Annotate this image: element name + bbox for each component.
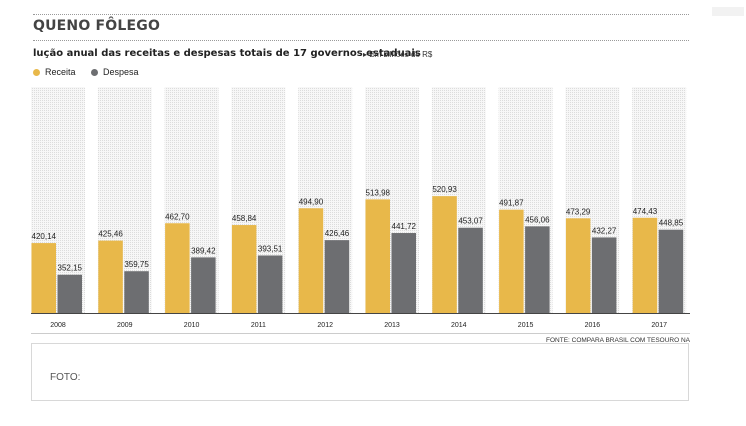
data-label-despesa-2014: 453,07 (458, 217, 483, 226)
bar-despesa-2008 (57, 274, 82, 313)
bar-despesa-2013 (391, 233, 416, 313)
bar-despesa-2017 (658, 229, 684, 313)
legend-despesa: Despesa (91, 67, 139, 77)
data-label-receita-2009: 425,46 (98, 230, 123, 239)
legend-receita-label: Receita (45, 67, 76, 77)
x-tick-label-2016: 2016 (585, 322, 601, 329)
legend-despesa-swatch (91, 68, 98, 76)
data-label-despesa-2013: 441,72 (392, 222, 417, 231)
top-dotted-rule (33, 14, 689, 15)
data-label-despesa-2008: 352,15 (58, 264, 83, 273)
title-dotted-rule (33, 40, 689, 41)
data-label-despesa-2009: 359,75 (124, 260, 149, 269)
bar-despesa-2012 (324, 240, 350, 313)
bar-receita-2013 (365, 199, 390, 313)
chart-heading: QUENO FÔLEGO (33, 18, 161, 34)
bar-despesa-2009 (124, 271, 149, 313)
x-tick-label-2012: 2012 (317, 322, 333, 329)
data-label-receita-2014: 520,93 (432, 185, 457, 194)
legend-receita: Receita (33, 67, 76, 77)
bar-receita-2008 (31, 243, 56, 313)
bar-receita-2014 (432, 196, 457, 313)
source-note: FONTE: COMPARA BRASIL COM TESOURO NACI (546, 337, 690, 344)
data-label-receita-2008: 420,14 (32, 232, 57, 241)
bar-receita-2010 (165, 223, 190, 313)
chart-subtitle: lução anual das receitas e despesas tota… (33, 48, 421, 59)
bar-despesa-2016 (591, 237, 617, 313)
bar-despesa-2014 (458, 227, 483, 313)
bar-receita-2009 (98, 240, 123, 313)
data-label-receita-2017: 474,43 (633, 207, 658, 216)
data-label-receita-2010: 462,70 (165, 212, 190, 221)
x-tick-label-2013: 2013 (384, 322, 400, 329)
x-tick-label-2009: 2009 (117, 322, 133, 329)
side-placeholder-box (712, 7, 744, 16)
photo-label: FOTO: (50, 372, 81, 383)
unit-note: ▸ Em bilhões de R$ (363, 50, 433, 59)
data-label-despesa-2010: 389,42 (191, 246, 216, 255)
data-label-receita-2011: 458,84 (232, 214, 257, 223)
data-label-receita-2015: 491,87 (499, 199, 524, 208)
bar-receita-2012 (298, 208, 324, 313)
data-label-receita-2012: 494,90 (299, 197, 324, 206)
data-label-despesa-2017: 448,85 (659, 219, 684, 228)
bar-receita-2017 (632, 217, 658, 313)
x-tick-label-2011: 2011 (251, 322, 266, 329)
data-label-despesa-2015: 456,06 (525, 215, 550, 224)
bar-receita-2015 (499, 209, 524, 313)
bar-receita-2011 (231, 225, 257, 313)
data-label-despesa-2016: 432,27 (592, 226, 617, 235)
data-label-despesa-2012: 426,46 (325, 229, 350, 238)
bar-despesa-2015 (525, 226, 550, 313)
data-label-receita-2016: 473,29 (566, 207, 591, 216)
bar-receita-2016 (565, 218, 591, 313)
bar-despesa-2010 (191, 257, 216, 313)
x-tick-label-2015: 2015 (518, 322, 534, 329)
data-label-receita-2013: 513,98 (366, 188, 391, 197)
photo-caption-box (31, 343, 689, 401)
x-tick-label-2010: 2010 (184, 322, 200, 329)
x-tick-label-2017: 2017 (651, 322, 667, 329)
x-tick-label-2014: 2014 (451, 322, 467, 329)
data-label-despesa-2011: 393,51 (258, 244, 283, 253)
bar-despesa-2011 (257, 255, 283, 313)
x-tick-label-2008: 2008 (50, 322, 66, 329)
legend-receita-swatch (33, 68, 40, 76)
legend-despesa-label: Despesa (103, 67, 139, 77)
